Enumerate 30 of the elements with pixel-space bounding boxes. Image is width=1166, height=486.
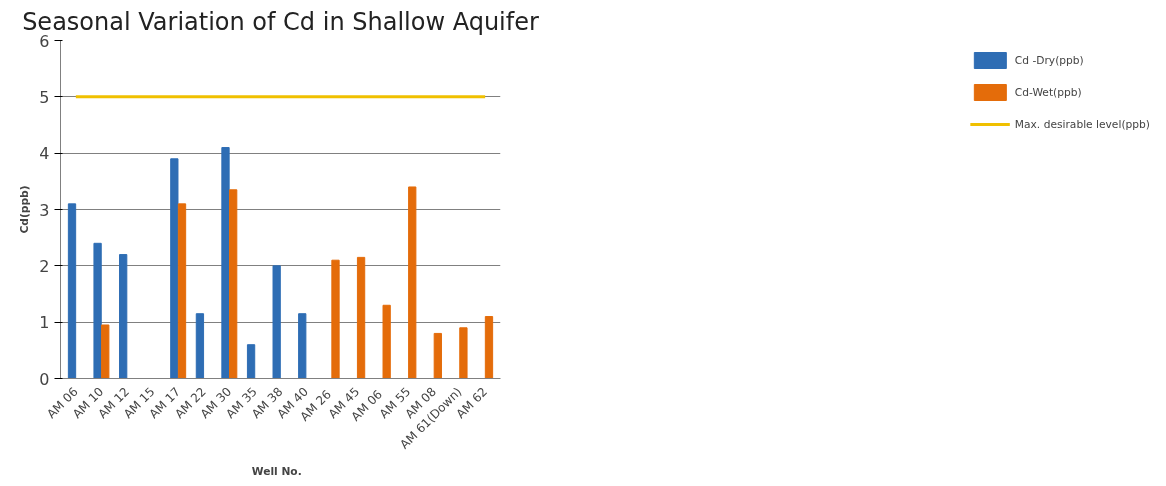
bar (67, 203, 77, 379)
x-axis-title: Well No. (251, 464, 302, 478)
bar (356, 256, 366, 379)
bar (459, 327, 468, 379)
bar (408, 186, 417, 379)
bar (195, 313, 205, 379)
bar (246, 344, 256, 379)
y-axis-title: Cd(ppb) (18, 185, 32, 234)
bar (119, 254, 128, 379)
bar (484, 316, 494, 379)
y-tick-label: 2 (39, 256, 50, 276)
bar (93, 242, 102, 379)
y-tick-label: 5 (39, 87, 50, 107)
legend-label: Cd-Wet(ppb) (1014, 85, 1082, 99)
bar (433, 332, 442, 379)
legend-label: Max. desirable level(ppb) (1014, 117, 1150, 131)
bar (170, 158, 179, 379)
bar (177, 203, 187, 379)
y-tick-label: 0 (39, 369, 50, 389)
bar (229, 189, 238, 379)
bar (382, 304, 391, 379)
bar (101, 324, 110, 379)
y-tick-label: 1 (39, 313, 50, 333)
y-tick-label: 3 (39, 200, 50, 220)
bar (331, 259, 340, 379)
bar (221, 147, 230, 379)
bar (298, 313, 307, 379)
legend-label: Cd -Dry(ppb) (1014, 53, 1084, 67)
y-tick-label: 4 (39, 144, 50, 164)
bar (272, 265, 281, 379)
